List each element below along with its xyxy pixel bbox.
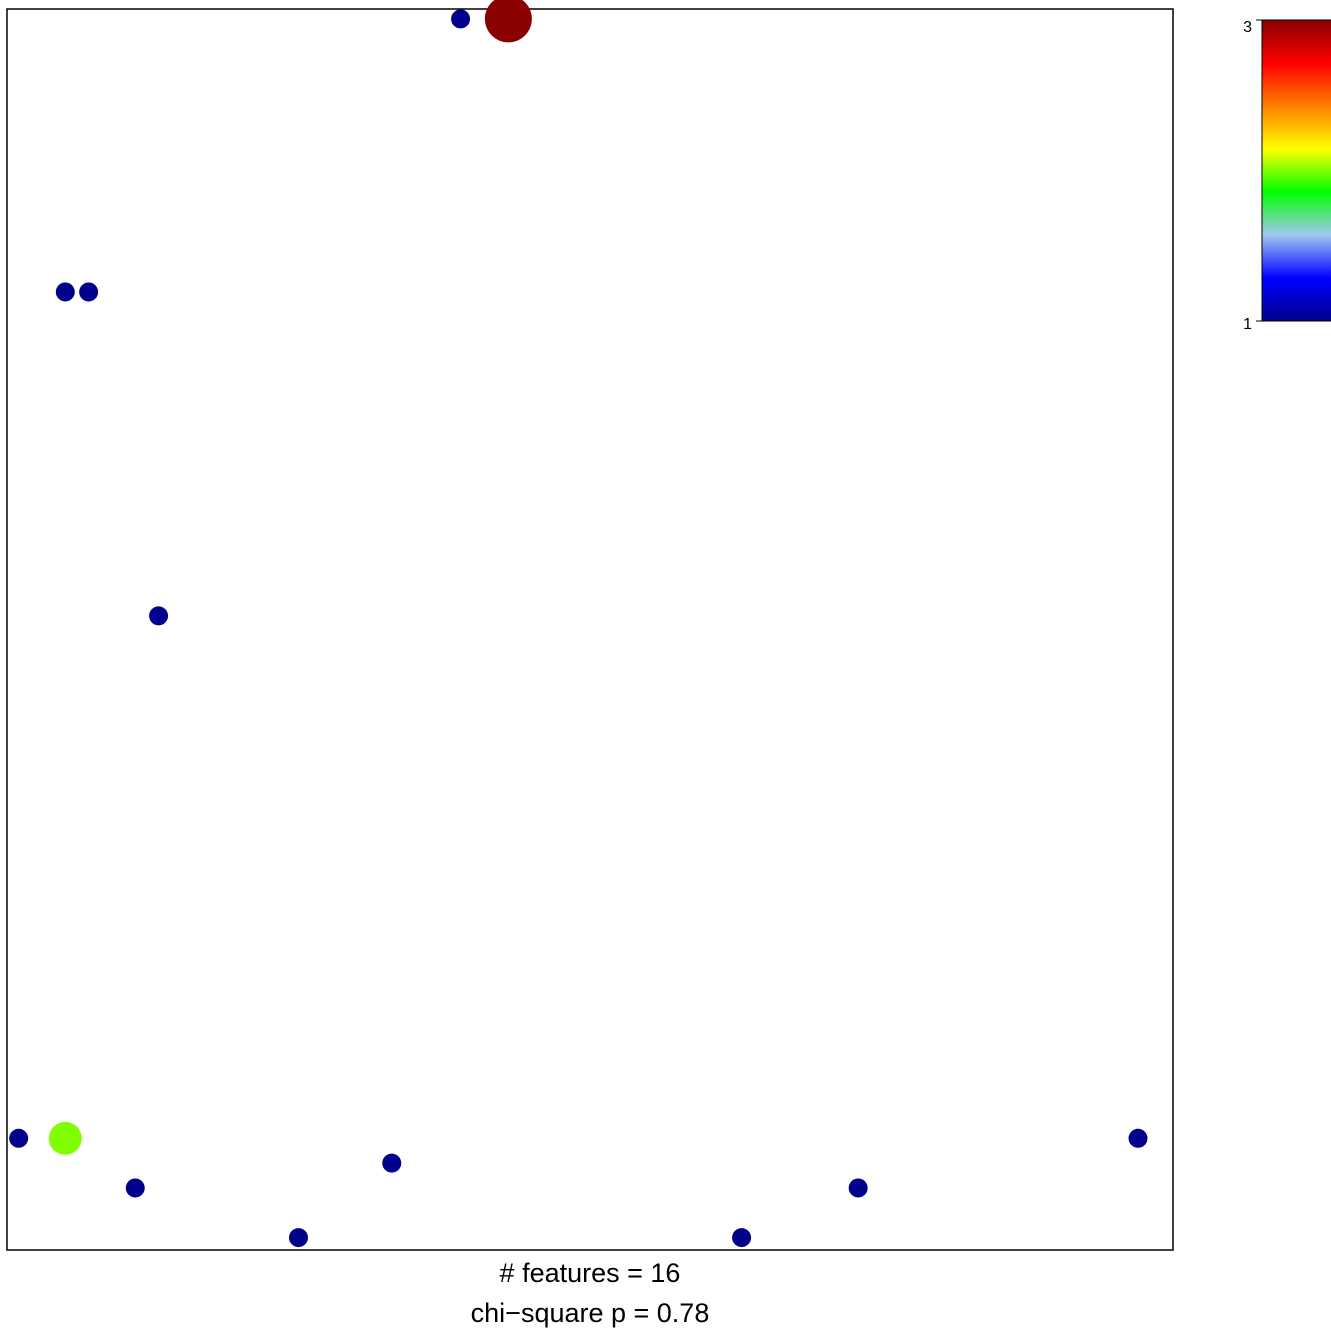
colorbar: 3 1 xyxy=(1243,19,1331,333)
data-point-4 xyxy=(149,606,168,625)
caption-chisquare: chi−square p = 0.78 xyxy=(471,1298,710,1328)
data-point-2 xyxy=(56,282,75,301)
data-point-3 xyxy=(79,282,98,301)
data-point-12 xyxy=(732,1228,751,1247)
colorbar-gradient xyxy=(1262,20,1331,321)
data-point-7 xyxy=(1129,1129,1148,1148)
data-point-0 xyxy=(451,9,470,28)
plot-frame xyxy=(7,9,1173,1250)
colorbar-label-min: 1 xyxy=(1243,316,1252,333)
caption-features: # features = 16 xyxy=(500,1258,681,1288)
data-point-10 xyxy=(849,1178,868,1197)
data-point-9 xyxy=(126,1178,145,1197)
data-point-11 xyxy=(289,1228,308,1247)
data-point-5 xyxy=(9,1129,28,1148)
data-point-8 xyxy=(382,1154,401,1173)
data-point-6 xyxy=(49,1122,82,1155)
colorbar-label-max: 3 xyxy=(1243,19,1252,36)
